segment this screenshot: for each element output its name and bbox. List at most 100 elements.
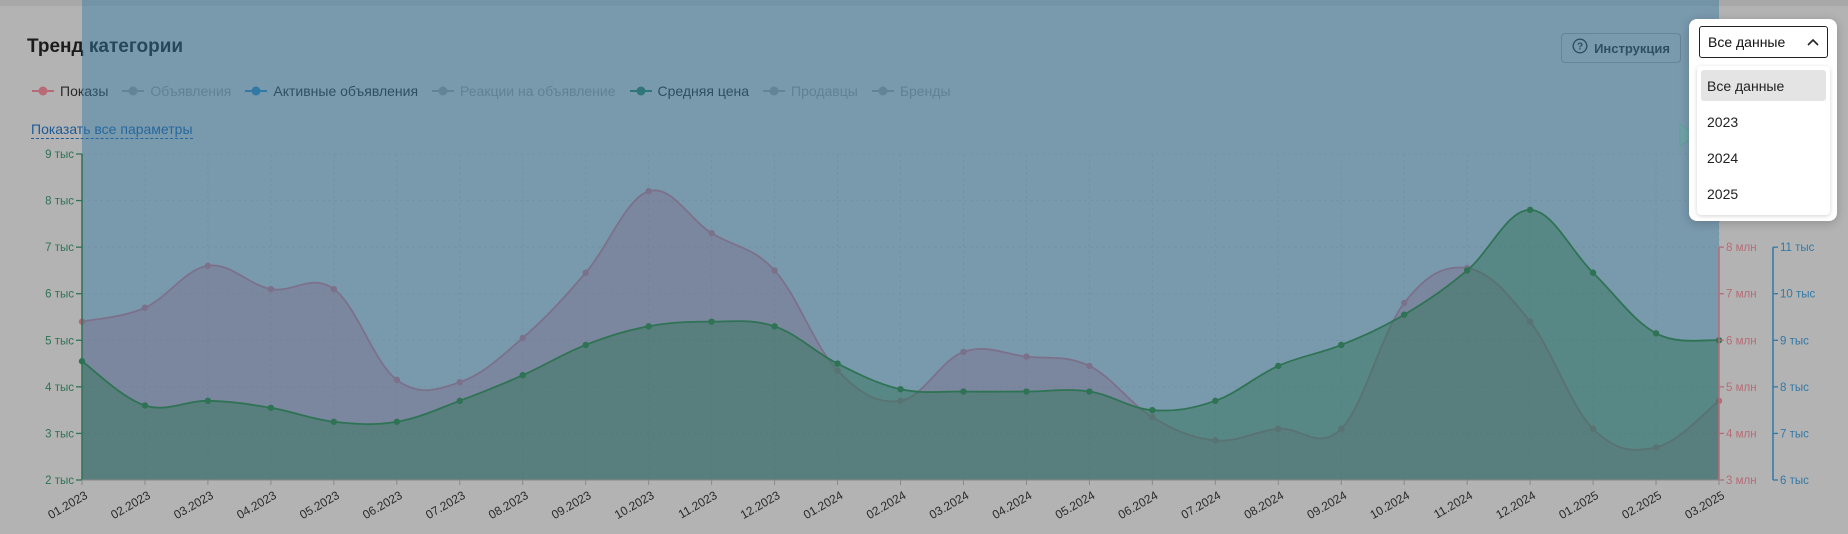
data-point[interactable] [960,348,967,356]
x-axis-tick-label: 01.2023 [45,488,90,522]
data-point[interactable] [1086,388,1093,395]
period-option[interactable]: Все данные [1701,70,1826,101]
data-point[interactable] [456,379,463,386]
data-point[interactable] [1023,353,1030,360]
data-point[interactable] [897,385,904,393]
data-point[interactable] [204,397,212,405]
legend-item[interactable]: Реакции на объявление [432,83,616,99]
right-mid-axis-tick-label: 6 млн [1726,335,1757,347]
legend-item[interactable]: Бренды [871,83,951,99]
legend-label: Средняя цена [657,83,750,99]
data-point[interactable] [771,323,778,330]
data-point[interactable] [1149,406,1156,414]
x-axis-tick-label: 08.2023 [486,488,531,522]
data-point[interactable] [519,334,526,342]
data-point[interactable] [1275,425,1282,432]
left-axis-tick-label: 3 тыс [45,428,74,440]
data-point[interactable] [330,285,338,293]
data-point[interactable] [1338,341,1345,349]
x-axis-tick-label: 01.2025 [1556,488,1601,522]
right-outer-axis-tick-label: 8 тыс [1780,382,1809,394]
legend-marker-icon [432,86,455,96]
left-axis-tick-label: 6 тыс [45,289,74,301]
data-point[interactable] [141,402,149,409]
data-point[interactable] [1400,299,1408,307]
x-axis-tick-label: 04.2024 [990,488,1035,522]
data-point[interactable] [393,418,401,425]
data-point[interactable] [1149,413,1156,421]
right-mid-axis-tick-label: 4 млн [1726,428,1757,440]
data-point[interactable] [582,341,589,349]
right-outer-axis-tick-label: 7 тыс [1780,428,1809,440]
data-point[interactable] [267,404,275,412]
data-point[interactable] [1526,206,1534,214]
data-point[interactable] [834,360,841,367]
right-mid-axis-tick-label: 8 млн [1726,242,1757,254]
data-point[interactable] [1652,330,1660,337]
legend-label: Показы [60,83,109,99]
data-point[interactable] [1589,425,1597,432]
data-point[interactable] [1212,437,1219,444]
x-axis-tick-label: 07.2023 [423,488,468,522]
data-point[interactable] [645,323,652,330]
data-point[interactable] [708,229,715,237]
right-mid-axis-tick-label: 3 млн [1726,475,1757,487]
data-point[interactable] [204,262,212,269]
data-point[interactable] [1023,388,1030,395]
series-area [82,190,1719,481]
period-select-value: Все данные [1708,34,1786,50]
data-point[interactable] [897,397,904,405]
x-axis-tick-label: 12.2024 [1493,488,1538,522]
data-point[interactable] [330,418,338,425]
legend-item[interactable]: Средняя цена [629,83,750,99]
data-point[interactable] [141,304,149,311]
x-axis-tick-label: 04.2023 [234,488,279,522]
period-options-menu: Все данные 2023 2024 2025 [1697,66,1830,215]
data-point[interactable] [645,188,652,195]
right-outer-axis-tick-label: 11 тыс [1780,242,1815,254]
legend-label: Активные объявления [273,83,419,99]
data-point[interactable] [1463,267,1471,274]
data-point[interactable] [1400,311,1408,318]
data-point[interactable] [1275,362,1282,370]
left-axis-tick-label: 9 тыс [45,149,74,161]
data-point[interactable] [582,269,589,276]
data-point[interactable] [1652,444,1660,451]
data-point[interactable] [1589,269,1597,276]
help-button[interactable]: ? Инструкция [1561,33,1681,63]
x-axis-tick-label: 07.2024 [1179,488,1224,522]
legend-item[interactable]: Показы [32,83,108,99]
series-area [82,209,1719,480]
period-select[interactable]: Все данные [1699,26,1828,58]
legend-item[interactable]: Продавцы [763,83,858,99]
trend-card: Тренд категории Показы Объявления Активные… [0,6,1848,534]
legend-label: Объявления [150,83,232,99]
x-axis-tick-label: 11.2023 [676,488,720,522]
period-option[interactable]: 2025 [1707,185,1739,202]
x-axis-tick-label: 11.2024 [1431,488,1475,522]
period-dropdown: Все данные Все данные 2023 2024 2025 [1689,19,1837,221]
data-point[interactable] [1526,318,1534,325]
data-point[interactable] [1338,425,1345,432]
data-point[interactable] [519,372,526,379]
data-point[interactable] [1212,397,1219,405]
legend-marker-icon [245,86,268,96]
data-point[interactable] [267,285,275,293]
data-point[interactable] [393,376,401,384]
legend-marker-icon [32,86,54,96]
legend-item[interactable]: Объявления [122,83,231,99]
data-point[interactable] [456,397,463,405]
legend-item[interactable]: Активные объявления [245,83,418,99]
period-option[interactable]: 2024 [1707,149,1739,166]
show-all-params-link[interactable]: Показать все параметры [31,121,193,139]
x-axis-tick-label: 10.2023 [612,488,657,522]
data-point[interactable] [1086,362,1093,370]
data-point[interactable] [771,267,778,274]
data-point[interactable] [960,388,967,395]
legend-label: Продавцы [791,83,858,99]
period-option[interactable]: 2023 [1707,113,1739,130]
data-point[interactable] [834,367,841,374]
data-point[interactable] [708,318,715,325]
x-axis-tick-label: 05.2023 [297,488,342,522]
